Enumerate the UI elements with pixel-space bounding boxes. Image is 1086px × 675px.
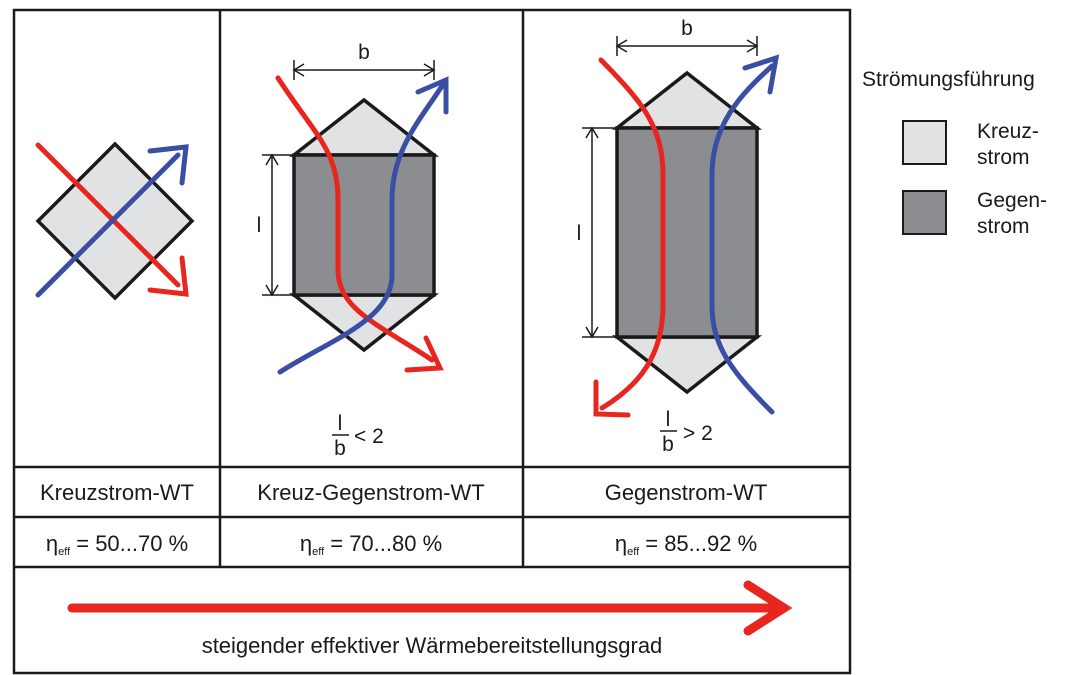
width-dimension	[292, 60, 436, 80]
legend-label-counter-2: strom	[977, 215, 1030, 238]
bottom-cross-section	[611, 335, 763, 395]
legend-label-cross-1: Kreuz-	[977, 120, 1039, 143]
red-arrow-head	[404, 335, 444, 373]
efficiency-kreuzstrom: ηeff = 50...70 %	[46, 531, 188, 558]
svg-text:b: b	[662, 433, 674, 456]
width-label: b	[358, 41, 370, 64]
efficiency-gegenstrom: ηeff = 85...92 %	[615, 531, 757, 558]
red-flow-path	[275, 75, 435, 363]
blue-flow-path	[709, 63, 775, 415]
outer-border	[12, 8, 852, 675]
svg-text:b: b	[334, 437, 346, 460]
efficiency-kreuz-gegenstrom: ηeff = 70...80 %	[300, 531, 442, 558]
svg-text:> 2: > 2	[683, 422, 713, 445]
width-dimension	[615, 36, 759, 56]
legend-title: Strömungsführung	[862, 68, 1035, 91]
cross-flow-diagram	[35, 141, 195, 301]
svg-text:< 2: < 2	[354, 425, 384, 448]
blue-arrow-head	[147, 144, 189, 186]
svg-text:l: l	[338, 412, 343, 435]
ratio-label: l b < 2	[332, 412, 384, 460]
red-flow-path	[35, 142, 181, 288]
cross-counter-flow-diagram: b l l b < 2	[257, 41, 449, 460]
red-arrow-head	[147, 255, 189, 297]
red-flow-path	[598, 57, 666, 411]
counter-flow-section	[292, 153, 436, 297]
length-dimension	[582, 126, 615, 339]
blue-arrow-head	[415, 76, 449, 115]
bottom-caption: steigender effektiver Wärmebereitstellun…	[202, 633, 663, 658]
counter-flow-section	[615, 126, 759, 339]
length-label: l	[257, 214, 262, 237]
title-kreuz-gegenstrom: Kreuz-Gegenstrom-WT	[257, 480, 484, 505]
legend-label-cross-2: strom	[977, 146, 1030, 169]
increasing-efficiency-arrow	[67, 580, 793, 636]
counter-flow-diagram: b l l b > 2	[577, 17, 780, 456]
title-gegenstrom: Gegenstrom-WT	[605, 480, 768, 505]
legend-swatch-counter	[902, 190, 947, 235]
legend-swatch-cross	[902, 120, 947, 165]
blue-flow-path	[35, 152, 181, 298]
blue-arrow-head	[742, 54, 780, 95]
length-label: l	[577, 222, 582, 245]
legend-label-counter-1: Gegen-	[977, 189, 1047, 212]
red-arrow-head	[593, 379, 631, 418]
ratio-label: l b > 2	[660, 408, 713, 456]
legend: Strömungsführung Kreuz- strom Gegen- str…	[862, 68, 1047, 238]
blue-flow-path	[277, 83, 445, 375]
title-kreuzstrom: Kreuzstrom-WT	[40, 480, 194, 505]
width-label: b	[681, 17, 693, 40]
table-frame	[12, 8, 852, 675]
svg-text:l: l	[666, 408, 671, 431]
length-dimension	[262, 153, 292, 297]
